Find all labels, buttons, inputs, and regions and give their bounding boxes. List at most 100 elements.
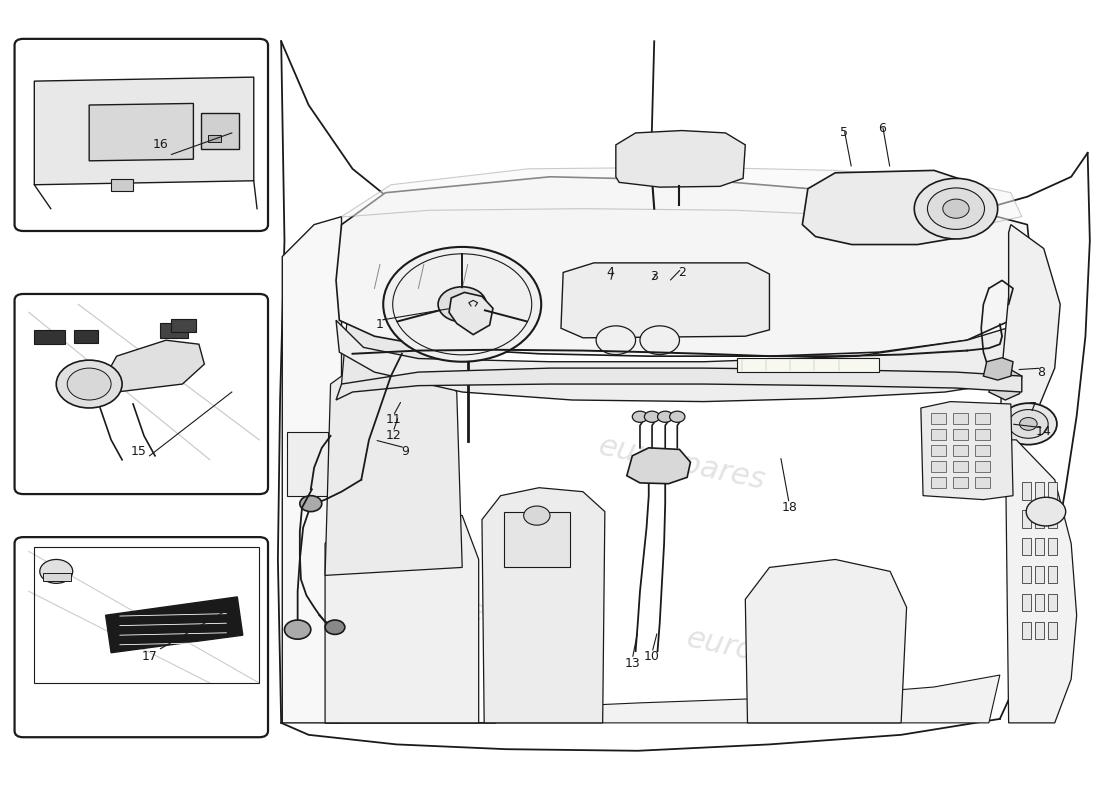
Bar xyxy=(1035,538,1044,555)
Circle shape xyxy=(670,411,685,422)
Bar xyxy=(1048,538,1057,555)
Text: eurospares: eurospares xyxy=(332,225,505,288)
Polygon shape xyxy=(326,675,1000,723)
Circle shape xyxy=(326,620,344,634)
Circle shape xyxy=(671,277,744,329)
Polygon shape xyxy=(34,77,254,185)
Bar xyxy=(504,512,570,567)
Bar xyxy=(161,323,188,338)
Text: 17: 17 xyxy=(142,650,157,663)
Circle shape xyxy=(1026,498,1066,526)
Polygon shape xyxy=(326,352,462,575)
Polygon shape xyxy=(336,368,1022,400)
FancyBboxPatch shape xyxy=(14,294,268,494)
Circle shape xyxy=(1020,418,1037,430)
Polygon shape xyxy=(989,370,1022,400)
Text: 12: 12 xyxy=(385,430,402,442)
Polygon shape xyxy=(449,292,493,334)
Circle shape xyxy=(40,559,73,583)
Bar xyxy=(1022,594,1031,611)
Bar xyxy=(172,319,196,332)
Bar xyxy=(931,429,946,440)
Bar xyxy=(1048,594,1057,611)
Polygon shape xyxy=(89,103,194,161)
FancyBboxPatch shape xyxy=(14,39,268,231)
Bar xyxy=(1022,510,1031,527)
Bar xyxy=(1048,510,1057,527)
Polygon shape xyxy=(106,597,243,653)
Polygon shape xyxy=(106,340,205,392)
Text: 14: 14 xyxy=(1036,426,1052,438)
Polygon shape xyxy=(326,504,478,723)
Polygon shape xyxy=(482,488,605,723)
FancyBboxPatch shape xyxy=(14,537,268,738)
Bar xyxy=(975,413,990,424)
Circle shape xyxy=(67,368,111,400)
Text: 15: 15 xyxy=(131,446,146,458)
Bar xyxy=(43,573,70,581)
Bar xyxy=(1048,622,1057,639)
Text: eurospares: eurospares xyxy=(332,567,505,631)
Text: 8: 8 xyxy=(1037,366,1046,378)
Bar xyxy=(975,445,990,456)
Polygon shape xyxy=(1005,440,1077,723)
Bar xyxy=(1022,482,1031,500)
Polygon shape xyxy=(616,130,746,187)
Circle shape xyxy=(524,506,550,525)
Bar xyxy=(287,432,329,496)
Circle shape xyxy=(1000,403,1057,445)
Bar xyxy=(953,429,968,440)
Circle shape xyxy=(576,284,629,322)
Bar xyxy=(953,477,968,488)
Bar xyxy=(74,330,98,342)
Bar xyxy=(1035,566,1044,583)
Circle shape xyxy=(943,199,969,218)
Circle shape xyxy=(640,326,680,354)
Bar xyxy=(34,330,65,344)
Circle shape xyxy=(618,277,691,329)
Circle shape xyxy=(594,296,612,309)
Circle shape xyxy=(596,326,636,354)
Bar xyxy=(1035,594,1044,611)
Text: eurospares: eurospares xyxy=(683,623,856,687)
Circle shape xyxy=(628,284,681,322)
Text: 16: 16 xyxy=(153,138,168,151)
Bar xyxy=(1048,566,1057,583)
Bar xyxy=(737,358,879,372)
Text: 6: 6 xyxy=(879,122,887,135)
Circle shape xyxy=(383,247,541,362)
Text: 4: 4 xyxy=(606,266,614,279)
Bar xyxy=(953,413,968,424)
Polygon shape xyxy=(341,304,440,384)
Polygon shape xyxy=(627,448,691,484)
Bar xyxy=(1048,482,1057,500)
Circle shape xyxy=(300,496,322,512)
Bar xyxy=(931,477,946,488)
Text: eurospares: eurospares xyxy=(595,432,768,496)
Bar xyxy=(975,461,990,472)
Circle shape xyxy=(698,296,716,309)
Polygon shape xyxy=(746,559,906,723)
Circle shape xyxy=(645,411,660,422)
Circle shape xyxy=(914,178,998,239)
Bar xyxy=(931,461,946,472)
Circle shape xyxy=(566,277,639,329)
Polygon shape xyxy=(921,402,1013,500)
Text: 7: 7 xyxy=(1028,402,1037,414)
Circle shape xyxy=(1009,410,1048,438)
Bar xyxy=(1022,622,1031,639)
Bar xyxy=(931,413,946,424)
Text: 5: 5 xyxy=(840,126,848,139)
Circle shape xyxy=(632,411,648,422)
Polygon shape xyxy=(802,170,980,245)
Bar xyxy=(1022,538,1031,555)
Polygon shape xyxy=(341,167,1022,225)
Circle shape xyxy=(681,284,734,322)
Circle shape xyxy=(56,360,122,408)
Text: 18: 18 xyxy=(781,501,798,514)
Circle shape xyxy=(658,411,673,422)
Text: 13: 13 xyxy=(625,657,640,670)
Text: 10: 10 xyxy=(645,650,660,663)
Bar xyxy=(111,179,133,191)
Circle shape xyxy=(285,620,311,639)
